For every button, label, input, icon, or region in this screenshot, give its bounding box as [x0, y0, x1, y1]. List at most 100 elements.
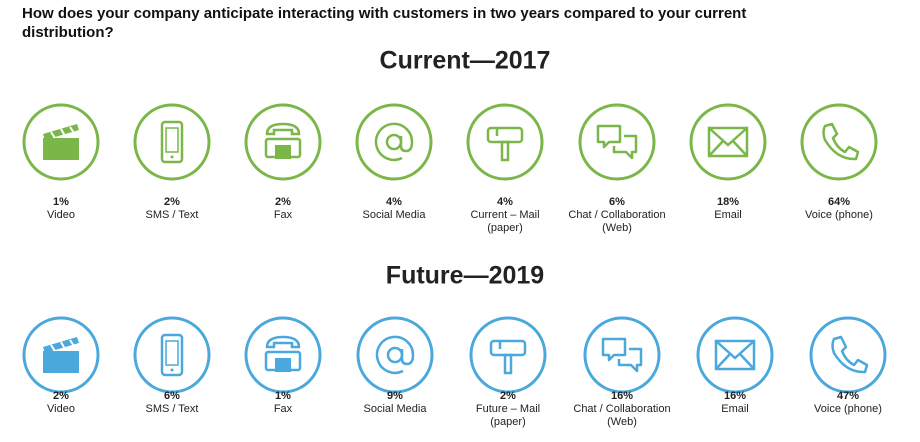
label-line: Email: [714, 209, 742, 221]
section-title: Current—2017: [380, 47, 551, 75]
channel-label: Voice (phone): [814, 403, 882, 415]
icon-ring: [469, 316, 547, 394]
share: 2%: [275, 196, 291, 208]
channel-icon: [466, 103, 544, 181]
channel-icon: [809, 316, 887, 394]
channel-label: Fax: [274, 209, 293, 221]
label-line: Current – Mail: [470, 209, 539, 221]
share: 4%: [386, 196, 402, 208]
icon-ring: [133, 103, 211, 181]
channel-icon: [469, 316, 547, 394]
icon-part: [601, 337, 627, 362]
channel-icon: [244, 316, 322, 394]
icon-ring: [800, 103, 878, 181]
label-line: (paper): [490, 416, 525, 428]
icon-part: [43, 138, 79, 160]
icon-ring: [583, 316, 661, 394]
channel-icon: [133, 103, 211, 181]
icon-part: [50, 126, 75, 139]
icon-part: [715, 340, 755, 370]
label-line: Fax: [274, 209, 293, 221]
channel-icon: [800, 103, 878, 181]
share: 47%: [837, 390, 859, 402]
icon-ring: [689, 103, 767, 181]
channel-label: Video: [47, 403, 75, 415]
channel-label: SMS / Text: [146, 209, 199, 221]
label-line: Social Media: [364, 403, 428, 415]
icon-part: [160, 333, 184, 377]
icon-ring: [696, 316, 774, 394]
icon-ring: [355, 103, 433, 181]
icon-ring: [22, 103, 100, 181]
icon-part: [596, 124, 622, 149]
label-line: Social Media: [363, 209, 427, 221]
share: 2%: [53, 390, 69, 402]
share: 1%: [275, 390, 291, 402]
label-line: SMS / Text: [146, 209, 199, 221]
label-line: Fax: [274, 403, 293, 415]
channel-label: Video: [47, 209, 75, 221]
channel-label: Social Media: [363, 209, 427, 221]
channel-icon: [133, 316, 211, 394]
icon-part: [50, 339, 75, 352]
label-line: Video: [47, 403, 75, 415]
icon-part: [612, 134, 638, 160]
icon-ring: [22, 316, 100, 394]
icon-part: [503, 353, 513, 375]
icon-part: [831, 335, 869, 374]
label-line: Voice (phone): [805, 209, 873, 221]
channel-icon: [356, 316, 434, 394]
share: 16%: [724, 390, 746, 402]
question: How does your company anticipate interac…: [22, 5, 747, 41]
channel-icon: [22, 316, 100, 394]
label-line: Email: [721, 403, 749, 415]
label-line: Chat / Collaboration: [573, 403, 670, 415]
icon-ring: [356, 316, 434, 394]
share: 2%: [500, 390, 516, 402]
label-line: Voice (phone): [814, 403, 882, 415]
channel-icon: [355, 103, 433, 181]
label-line: Future – Mail: [476, 403, 540, 415]
icon-part: [708, 127, 748, 157]
share: 1%: [53, 196, 69, 208]
icon-part: [707, 126, 749, 158]
icon-ring: [578, 103, 656, 181]
label-line: Chat / Collaboration: [568, 209, 665, 221]
share: 64%: [828, 196, 850, 208]
icon-part: [275, 358, 291, 372]
share: 18%: [717, 196, 739, 208]
label-line: SMS / Text: [146, 403, 199, 415]
icon-part: [375, 335, 415, 375]
icon-part: [265, 122, 301, 136]
icon-part: [486, 126, 524, 144]
channel-icon: [583, 316, 661, 394]
channel-label: Social Media: [364, 403, 428, 415]
channel-label: Fax: [274, 403, 293, 415]
share: 2%: [164, 196, 180, 208]
share: 16%: [611, 390, 633, 402]
label-line: (Web): [607, 416, 637, 428]
channel-label: Email: [721, 403, 749, 415]
icon-ring: [133, 316, 211, 394]
icon-ring: [466, 103, 544, 181]
icon-part: [500, 140, 510, 162]
icon-part: [489, 339, 527, 357]
icon-part: [386, 346, 404, 364]
channel-label: Current – Mail (paper): [470, 209, 539, 234]
share: 6%: [164, 390, 180, 402]
share: 9%: [387, 390, 403, 402]
label-line: Video: [47, 209, 75, 221]
channel-icon: [578, 103, 656, 181]
channel-label: Future – Mail (paper): [476, 403, 540, 428]
icon-part: [165, 340, 179, 366]
icon-part: [385, 133, 403, 151]
share: 6%: [609, 196, 625, 208]
channel-label: Voice (phone): [805, 209, 873, 221]
label-line: (Web): [602, 222, 632, 234]
icon-ring: [244, 316, 322, 394]
channel-icon: [22, 103, 100, 181]
channel-icon: [689, 103, 767, 181]
icon-part: [617, 347, 643, 373]
